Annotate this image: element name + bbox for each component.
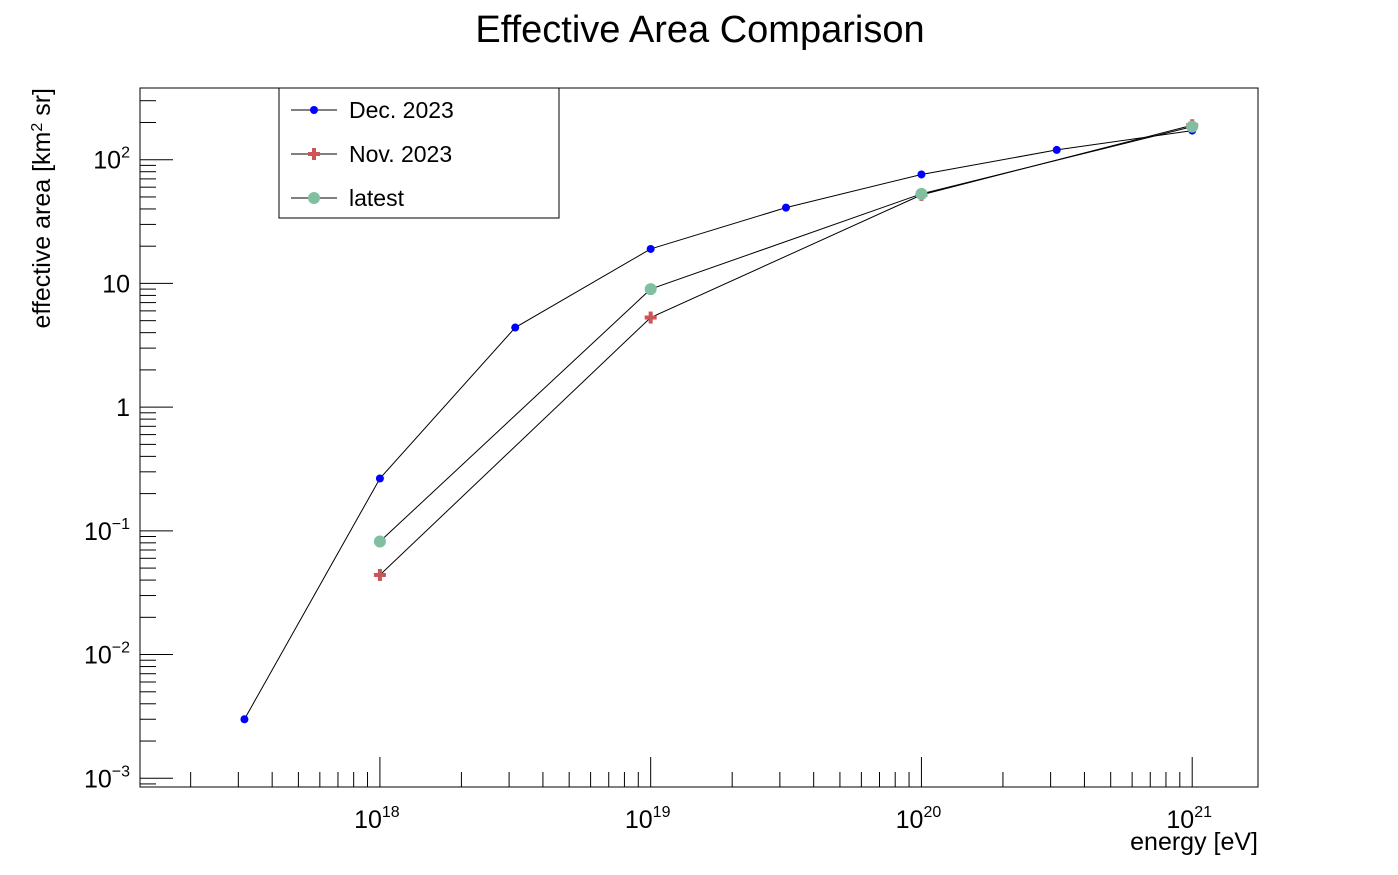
data-point (781, 203, 790, 212)
legend-marker (308, 192, 320, 204)
legend-entry: Nov. 2023 (291, 141, 452, 167)
y-tick-label-base: 1 (116, 394, 130, 422)
data-point (915, 187, 928, 200)
x-tick-label-base: 10 (896, 806, 924, 834)
x-tick-label: 1021 (1166, 804, 1212, 834)
y-tick-label: 10−2 (84, 640, 130, 670)
x-tick-label-exponent: 19 (653, 804, 671, 821)
data-point (646, 244, 655, 253)
x-tick-label: 1020 (896, 804, 942, 834)
legend-marker (308, 148, 320, 160)
y-tick-label-base: 10 (93, 147, 121, 175)
x-axis-tick-labels: 1018 1019 1020 1021 (354, 804, 1212, 834)
x-tick-label-exponent: 18 (382, 804, 400, 821)
x-tick-label-base: 10 (625, 806, 653, 834)
series-layer (240, 119, 1199, 724)
y-tick-label-exponent: −2 (112, 640, 130, 657)
legend-label: latest (349, 185, 405, 211)
legend-label: Dec. 2023 (349, 97, 454, 123)
y-axis-title: effective area [km2 sr] (28, 88, 56, 328)
y-tick-label-base: 10 (84, 518, 112, 546)
series-circle (373, 120, 1199, 548)
legend-entry: Dec. 2023 (291, 97, 454, 123)
y-tick-label: 10−3 (84, 763, 130, 793)
y-tick-label: 1 (116, 394, 130, 422)
data-point (1186, 120, 1199, 133)
data-point (240, 715, 249, 724)
data-point (375, 474, 384, 483)
data-point (917, 170, 926, 179)
y-tick-label: 10 (102, 270, 130, 298)
data-point (373, 568, 386, 581)
y-axis-title-superscript: 2 (29, 123, 46, 132)
y-axis-title-unit: sr] (28, 88, 56, 123)
legend-marker (310, 106, 318, 114)
y-tick-label-base: 10 (84, 642, 112, 670)
series-line (379, 126, 1193, 542)
y-tick-label: 102 (93, 145, 130, 175)
y-tick-label-base: 10 (102, 270, 130, 298)
data-point (511, 323, 520, 332)
legend-label: Nov. 2023 (349, 141, 452, 167)
chart-title: Effective Area Comparison (475, 9, 924, 51)
x-tick-label-base: 10 (1166, 806, 1194, 834)
data-point (644, 283, 657, 296)
y-axis-ticks (140, 100, 173, 785)
legend-entry: latest (291, 185, 405, 211)
x-tick-label: 1018 (354, 804, 400, 834)
y-tick-label-exponent: −1 (112, 516, 130, 533)
y-tick-label-base: 10 (84, 765, 112, 793)
x-tick-label: 1019 (625, 804, 671, 834)
x-axis-title: energy [eV] (1130, 828, 1258, 856)
y-tick-label-exponent: −3 (112, 763, 130, 780)
data-point (644, 311, 657, 324)
x-axis-ticks (190, 757, 1193, 787)
legend: Dec. 2023 Nov. 2023 latest (278, 87, 560, 219)
y-tick-label-exponent: 2 (121, 145, 130, 162)
x-tick-label-exponent: 21 (1194, 804, 1212, 821)
data-point (1052, 145, 1061, 154)
plot-frame (139, 87, 1259, 788)
series-line (244, 130, 1193, 720)
y-axis-title-main: effective area [km (28, 132, 56, 329)
data-point (373, 535, 386, 548)
x-tick-label-base: 10 (354, 806, 382, 834)
y-tick-label: 10−1 (84, 516, 130, 546)
x-tick-label-exponent: 20 (923, 804, 941, 821)
